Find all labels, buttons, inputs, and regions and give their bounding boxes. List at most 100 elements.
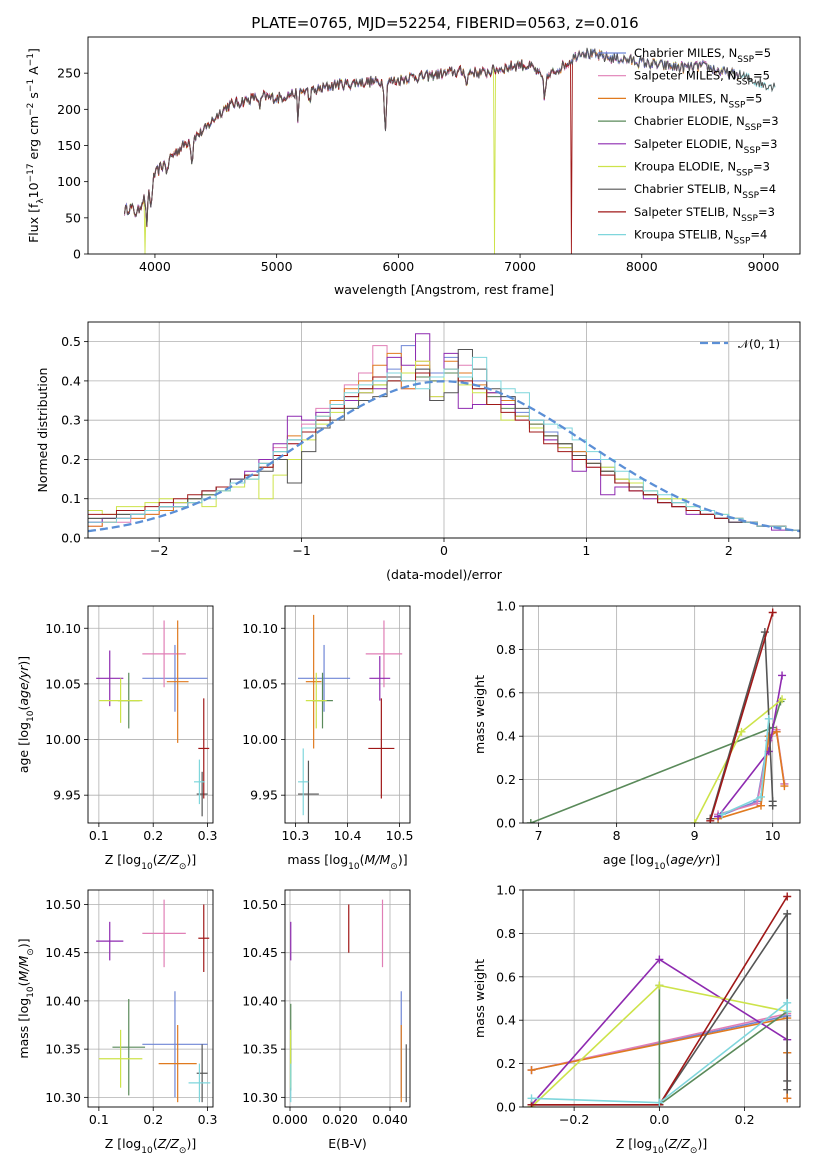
x-tick-label: 0.0 — [649, 1112, 669, 1127]
y-tick-label: 0.8 — [496, 642, 516, 657]
mass_vs_Z-panel: 0.1 0.2 0.3 10.30 10.35 10.40 10.45 10.50 Z [log… — [16, 889, 218, 1156]
x-tick-label: −2 — [150, 543, 168, 558]
axes-frame — [87, 889, 214, 1108]
x-axis-label: Z [log10(Z/Z⊙)] — [105, 852, 196, 872]
y-tick-label: 0.6 — [496, 969, 516, 984]
figure-title: PLATE=0765, MJD=52254, FIBERID=0563, z=0… — [251, 14, 638, 32]
weight-marker — [655, 955, 664, 964]
weight-marker — [655, 981, 664, 990]
x-axis-label: Z [log10(Z/Z⊙)] — [616, 1136, 707, 1156]
y-tick-label: 10.30 — [45, 1090, 81, 1105]
y-tick-label: 0.4 — [61, 373, 81, 388]
panels: 4000 5000 6000 7000 8000 9000050100150200250C… — [16, 36, 801, 1156]
legend-entry: Chabrier STELIB, NSSP=4 — [634, 182, 776, 201]
legend-entry: Kroupa STELIB, NSSP=4 — [634, 228, 767, 247]
y-tick-label: 0.4 — [496, 1013, 516, 1028]
weight-marker — [756, 792, 765, 801]
spectrum-line-chabrier-stelib — [124, 47, 776, 227]
x-tick-label: 10.4 — [334, 828, 362, 843]
axes-frame — [87, 605, 214, 824]
y-tick-label: 10.40 — [242, 993, 278, 1008]
weight-marker — [717, 810, 726, 819]
y-tick-label: 0.0 — [496, 1100, 516, 1115]
legend-entry-normal: 𝒩(0, 1) — [738, 337, 780, 351]
x-axis-label: (data-model)/error — [386, 567, 503, 582]
x-tick-label: 0.2 — [735, 1112, 755, 1127]
axes-frame — [522, 889, 801, 1108]
y-tick-label: 0.0 — [61, 531, 81, 546]
mass_weight_vs_Z-panel: −0.2 0.0 0.2 0.0 0.2 0.4 0.6 0.8 1.0 Z [log10(Z/Z… — [472, 883, 801, 1156]
x-tick-label: −1 — [292, 543, 310, 558]
weight-marker — [526, 819, 535, 823]
y-tick-label: 0.2 — [496, 772, 516, 787]
weight-marker — [783, 1094, 792, 1103]
y-tick-label: 10.10 — [45, 621, 81, 636]
axes-frame — [284, 889, 411, 1108]
x-tick-label: 9 — [691, 828, 699, 843]
x-tick-label: 0.2 — [143, 828, 163, 843]
x-tick-label: 4000 — [139, 259, 171, 274]
x-tick-label: 0.020 — [322, 1112, 358, 1127]
y-tick-label: 0.0 — [496, 816, 516, 831]
x-axis-label: wavelength [Angstrom, rest frame] — [334, 282, 554, 297]
y-axis-label: Flux [fλ10−17 erg cm−2 s−1 A−1] — [26, 48, 46, 243]
y-axis-label: mass [log10(M/M⊙)] — [16, 938, 36, 1058]
legend-entry: Chabrier ELODIE, NSSP=3 — [634, 114, 779, 133]
weight-marker — [778, 671, 787, 680]
hist-kroupa-stelib — [88, 356, 800, 531]
axes-frame — [284, 605, 411, 824]
weight-marker — [764, 714, 773, 723]
y-tick-label: 10.35 — [242, 1042, 278, 1057]
y-tick-label: 250 — [57, 66, 81, 81]
y-tick-label: 10.05 — [242, 676, 278, 691]
y-tick-label: 10.35 — [45, 1042, 81, 1057]
weight-marker — [737, 727, 746, 736]
x-tick-label: 0.1 — [89, 1112, 109, 1127]
weight-marker — [706, 816, 715, 823]
x-tick-label: 1 — [582, 543, 590, 558]
y-tick-label: 0.6 — [496, 685, 516, 700]
weight-marker — [527, 1094, 536, 1103]
weight-marker — [772, 727, 781, 736]
y-tick-label: 10.50 — [45, 897, 81, 912]
y-tick-label: 50 — [65, 210, 81, 225]
weight-marker — [783, 892, 792, 901]
y-tick-label: 100 — [57, 174, 81, 189]
y-axis-label: Normed distribution — [35, 368, 50, 493]
weight-marker — [783, 1085, 792, 1094]
weight-marker — [778, 695, 787, 704]
weight-marker — [783, 909, 792, 918]
x-tick-label: 6000 — [382, 259, 414, 274]
y-tick-label: 0.4 — [496, 729, 516, 744]
x-tick-label: 0.2 — [143, 1112, 163, 1127]
axes-frame — [87, 36, 801, 255]
y-tick-label: 0 — [73, 247, 81, 262]
y-axis-label: mass weight — [472, 959, 487, 1038]
y-tick-label: 10.05 — [45, 676, 81, 691]
spectrum-panel: 4000 5000 6000 7000 8000 9000 0 50 100 150 200 250 C… — [26, 36, 801, 297]
y-tick-label: 0.1 — [61, 491, 81, 506]
y-tick-label: 10.45 — [242, 945, 278, 960]
x-tick-label: 10.3 — [281, 828, 309, 843]
x-axis-label: E(B-V) — [328, 1136, 367, 1151]
x-axis-label: age [log10(age/yr)] — [603, 852, 720, 872]
x-tick-label: 0 — [440, 543, 448, 558]
y-tick-label: 10.30 — [242, 1090, 278, 1105]
weight-marker — [690, 819, 699, 823]
axes-frame — [522, 605, 801, 824]
weight-marker — [783, 998, 792, 1007]
y-tick-label: 0.8 — [496, 926, 516, 941]
legend-entry: Kroupa MILES, NSSP=5 — [634, 91, 762, 110]
y-axis-label: age [log10(age/yr)] — [16, 656, 36, 773]
x-tick-label: 8000 — [626, 259, 658, 274]
weight-line-salpeter-stelib — [709, 612, 774, 822]
x-tick-label: 0.3 — [198, 1112, 218, 1127]
legend-entry: Salpeter MILES, NSSP=5 — [634, 69, 770, 88]
weight-line-kroupa-stelib — [531, 1001, 788, 1104]
age_vs_mass-panel: 10.3 10.4 10.5 9.95 10.00 10.05 10.10 mass [log… — [242, 605, 414, 872]
residuals-panel: −2 −1 0 1 2 0.0 0.1 0.2 0.3 0.4 0.5 𝒩(0, 1) (data-mo… — [35, 321, 801, 582]
y-tick-label: 10.45 — [45, 945, 81, 960]
normal-reference-curve — [88, 380, 800, 533]
y-tick-label: 0.2 — [61, 452, 81, 467]
